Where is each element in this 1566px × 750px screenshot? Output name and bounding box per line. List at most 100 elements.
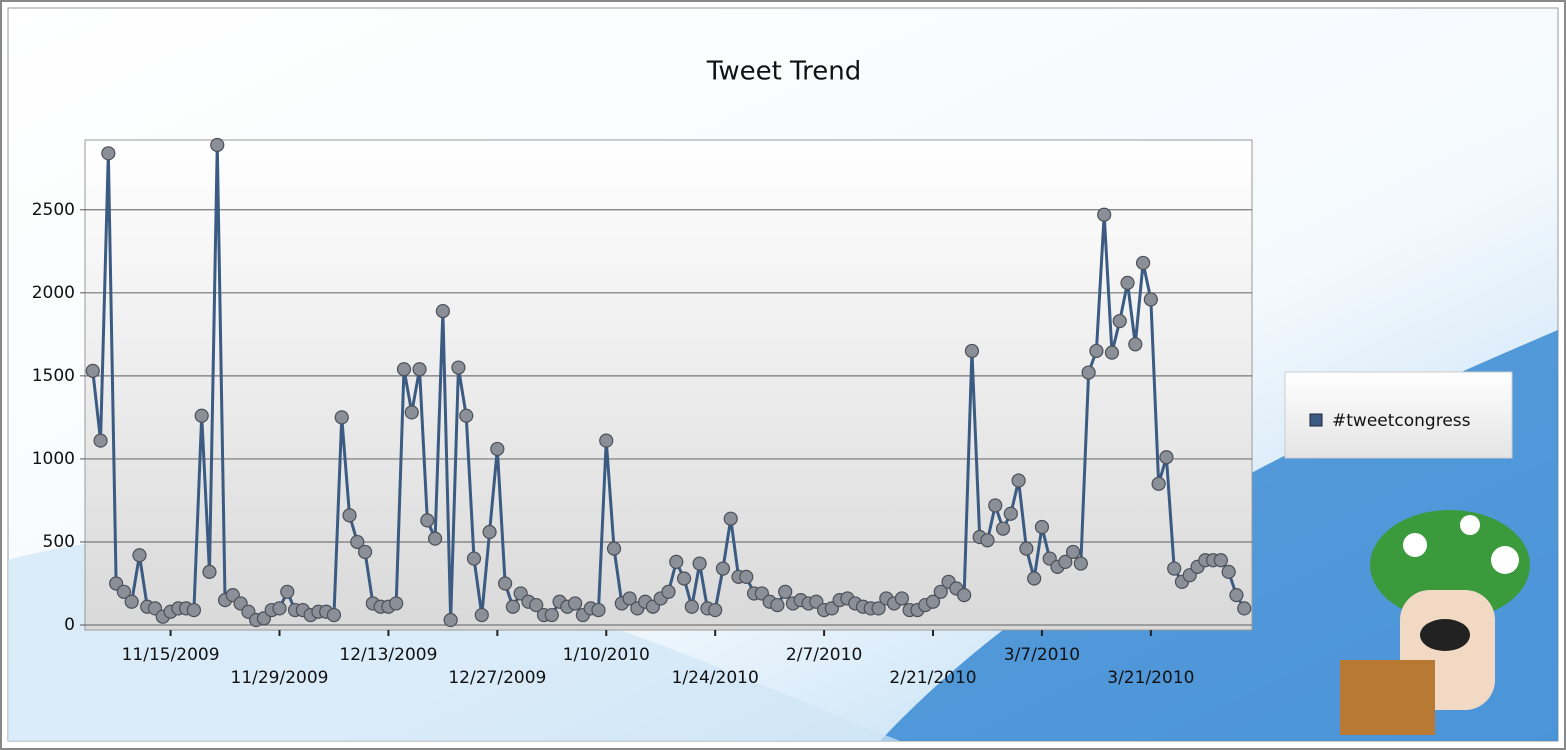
marker (529, 597, 544, 613)
marker (684, 599, 699, 614)
marker (1229, 588, 1244, 603)
marker (451, 360, 466, 375)
marker (466, 551, 482, 566)
x-tick-label: 11/29/2009 (231, 668, 329, 688)
marker (202, 564, 217, 579)
mascot (1340, 510, 1530, 735)
marker (995, 521, 1011, 536)
y-tick-label: 1000 (32, 449, 75, 469)
marker (1128, 337, 1143, 352)
marker (389, 596, 404, 611)
marker (925, 594, 941, 609)
x-tick-label: 1/24/2010 (672, 668, 759, 688)
marker (1065, 544, 1081, 560)
legend-swatch (1309, 413, 1323, 427)
marker (404, 405, 419, 420)
y-tick-label: 500 (43, 532, 75, 552)
marker (723, 511, 738, 526)
marker (661, 584, 676, 599)
x-tick-label: 2/7/2010 (786, 645, 862, 665)
x-tick-label: 2/21/2010 (889, 668, 976, 688)
marker (443, 612, 458, 628)
marker (350, 534, 365, 550)
chart-title: Tweet Trend (706, 57, 861, 87)
marker (116, 584, 132, 599)
marker (357, 544, 373, 560)
legend (1284, 371, 1513, 459)
marker (599, 433, 614, 448)
marker (692, 556, 707, 571)
marker (770, 597, 785, 613)
marker (1011, 473, 1026, 488)
marker (1143, 292, 1158, 307)
marker (933, 584, 948, 599)
marker (1151, 476, 1166, 491)
marker (1089, 343, 1104, 359)
marker (1097, 207, 1112, 222)
y-tick-label: 1500 (32, 366, 75, 386)
marker (591, 602, 606, 618)
marker (505, 599, 521, 614)
marker (622, 591, 637, 606)
marker (871, 601, 886, 616)
marker (210, 137, 225, 153)
marker (1027, 571, 1042, 586)
marker (342, 508, 357, 523)
y-tick-label: 2000 (32, 283, 75, 303)
marker (396, 362, 412, 377)
marker (1034, 519, 1050, 535)
marker (194, 408, 209, 423)
marker (988, 498, 1003, 513)
marker (280, 584, 295, 599)
marker (964, 343, 980, 359)
marker (1104, 345, 1120, 360)
marker (132, 548, 147, 563)
marker (474, 607, 489, 623)
marker (412, 362, 427, 377)
marker (1019, 541, 1034, 556)
marker (1167, 561, 1182, 576)
x-tick-label: 3/21/2010 (1107, 668, 1194, 688)
marker (272, 601, 287, 616)
marker (101, 146, 116, 161)
marker (778, 584, 793, 599)
marker (334, 410, 349, 425)
marker (1213, 553, 1228, 568)
marker (85, 363, 100, 378)
plot-area (84, 139, 1253, 631)
marker (1003, 506, 1018, 521)
marker (124, 594, 139, 609)
x-tick-label: 11/15/2009 (122, 645, 220, 665)
marker (498, 576, 513, 591)
marker (1120, 275, 1135, 290)
marker (93, 433, 108, 448)
marker (186, 602, 202, 618)
marker (1081, 365, 1096, 380)
marker (459, 408, 474, 423)
marker (490, 441, 505, 457)
marker (708, 602, 723, 618)
x-tick-label: 1/10/2010 (563, 645, 650, 665)
marker (606, 541, 622, 556)
marker (482, 524, 497, 540)
y-tick-label: 0 (64, 615, 75, 635)
marker (957, 588, 972, 603)
marker (739, 569, 754, 584)
marker (420, 513, 435, 528)
marker (669, 554, 684, 569)
x-tick-label: 12/27/2009 (448, 668, 546, 688)
marker (1159, 450, 1174, 465)
marker (676, 571, 692, 586)
marker (435, 303, 450, 319)
legend-label: #tweetcongress (1332, 411, 1471, 431)
marker (894, 591, 910, 606)
marker (326, 607, 342, 623)
marker (1112, 313, 1127, 329)
x-tick-label: 3/7/2010 (1004, 645, 1080, 665)
marker (980, 533, 995, 548)
marker (715, 561, 731, 576)
marker (1135, 255, 1151, 271)
marker (1058, 554, 1073, 569)
